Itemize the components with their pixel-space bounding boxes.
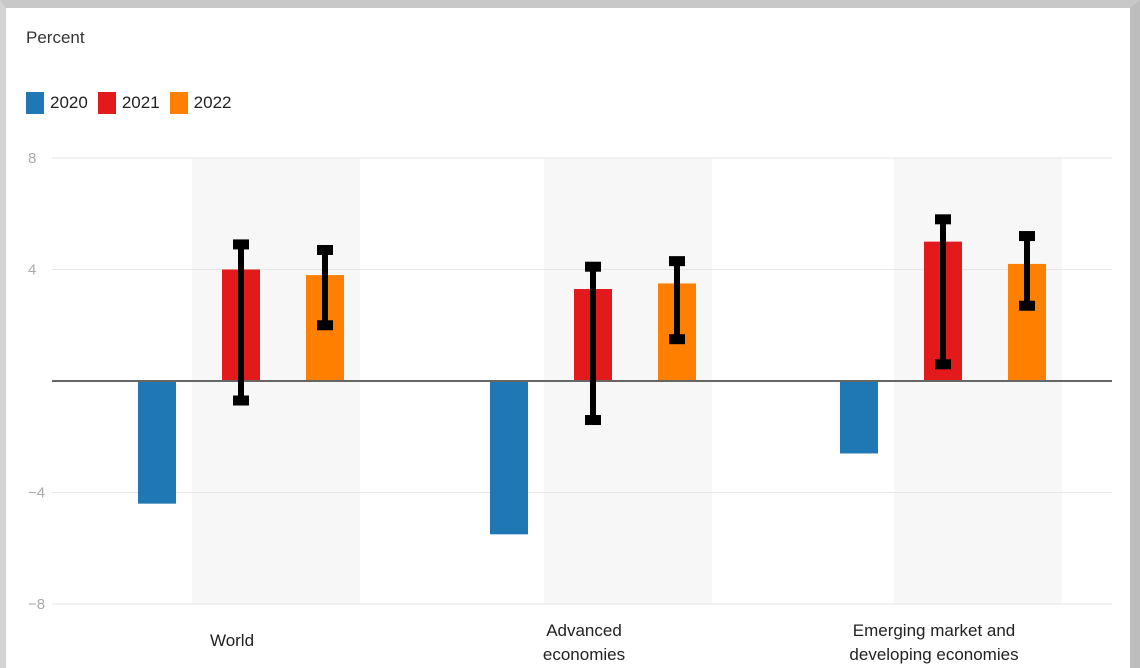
legend-swatch-2022 xyxy=(169,92,188,114)
error-cap-low-2021-2 xyxy=(935,359,951,370)
legend-item-2022[interactable]: 2022 xyxy=(169,92,232,114)
error-cap-high-2021-2 xyxy=(935,214,951,225)
y-tick-label-2: −4 xyxy=(28,485,45,502)
y-axis-unit-label: Percent xyxy=(26,28,85,47)
legend-swatch-2021 xyxy=(97,92,116,114)
error-cap-high-2022-1 xyxy=(669,256,685,267)
legend-label-2020: 2020 xyxy=(50,93,88,112)
legend-swatch-2020 xyxy=(26,92,44,114)
error-cap-low-2022-1 xyxy=(669,334,685,345)
y-tick-label-0: 8 xyxy=(28,150,36,167)
error-cap-low-2022-2 xyxy=(1019,300,1035,311)
legend-item-2021[interactable]: 2021 xyxy=(97,92,160,114)
bar-2020-2 xyxy=(840,381,878,454)
legend: 2020 2021 2022 xyxy=(26,92,231,114)
y-tick-label-3: −8 xyxy=(28,596,45,613)
legend-item-2020[interactable]: 2020 xyxy=(26,92,88,114)
error-cap-low-2021-1 xyxy=(585,415,601,426)
y-tick-label-1: 4 xyxy=(28,262,36,279)
error-cap-high-2022-2 xyxy=(1019,231,1035,242)
error-cap-high-2022-0 xyxy=(317,244,333,255)
category-label-0-0: World xyxy=(210,631,254,650)
category-label-2-1: developing economies xyxy=(849,645,1018,664)
bar-2020-0 xyxy=(138,381,176,504)
error-cap-high-2021-1 xyxy=(585,261,601,272)
category-label-1-0: Advanced xyxy=(546,621,622,640)
bar-chart: 8 4 −4 −8 World Advanced economies Emerging mar… xyxy=(28,150,1112,664)
error-cap-low-2022-0 xyxy=(317,320,333,331)
legend-label-2022: 2022 xyxy=(193,93,232,112)
category-label-1-1: economies xyxy=(543,645,625,664)
bar-2020-1 xyxy=(490,381,528,535)
legend-label-2021: 2021 xyxy=(121,93,160,112)
error-cap-high-2021-0 xyxy=(233,239,249,250)
error-cap-low-2021-0 xyxy=(233,395,249,406)
category-label-2-0: Emerging market and xyxy=(853,621,1016,640)
